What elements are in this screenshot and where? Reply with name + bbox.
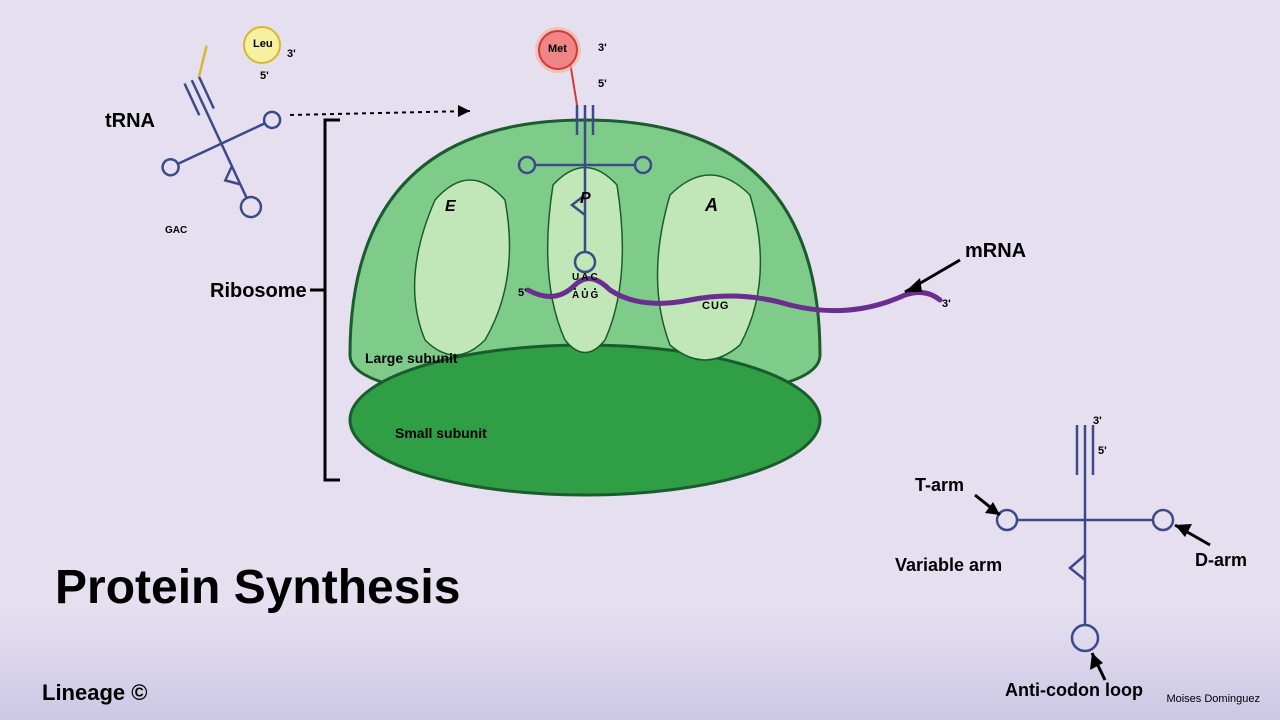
ribosome-bracket (310, 120, 340, 480)
a-site-label: A (705, 195, 718, 216)
end-8: 5' (1098, 445, 1107, 457)
end-2: 5' (260, 70, 269, 82)
large-subunit-label: Large subunit (365, 350, 458, 366)
tarm-label: T-arm (915, 475, 964, 496)
end-3: 3' (598, 42, 607, 54)
anticodon-label: Anti-codon loop (1005, 680, 1143, 701)
p-site-label: P (580, 190, 591, 208)
leu-text: Leu (253, 38, 273, 50)
small-subunit-label: Small subunit (395, 425, 487, 441)
ribosome-label: Ribosome (210, 280, 307, 303)
mrna-arrow-head (905, 278, 922, 292)
trna-structure-diagram (997, 425, 1173, 651)
end-6: 3' (942, 298, 951, 310)
dotted-arrow (290, 111, 470, 115)
dotted-arrow-head (458, 105, 470, 117)
end-1: 3' (287, 48, 296, 60)
copyright: Lineage © (42, 680, 147, 706)
trna-label: tRNA (105, 110, 155, 133)
ribosome-small-subunit (350, 345, 820, 495)
cug-codon: CUG (702, 300, 729, 312)
uac-codon: UAC (572, 272, 600, 283)
darm-label: D-arm (1195, 550, 1247, 571)
mrna-label: mRNA (965, 240, 1026, 263)
end-5: 5' (518, 287, 527, 299)
end-7: 3' (1093, 415, 1102, 427)
variable-arm-label: Variable arm (895, 555, 1002, 576)
trna-free (123, 30, 313, 243)
title: Protein Synthesis (55, 560, 460, 615)
gac-codon: GAC (165, 225, 187, 236)
end-4: 5' (598, 78, 607, 90)
met-text: Met (548, 43, 567, 55)
aug-codon: AUG (572, 290, 600, 301)
author: Moises Dominguez (1166, 693, 1260, 705)
e-site-label: E (445, 198, 456, 216)
